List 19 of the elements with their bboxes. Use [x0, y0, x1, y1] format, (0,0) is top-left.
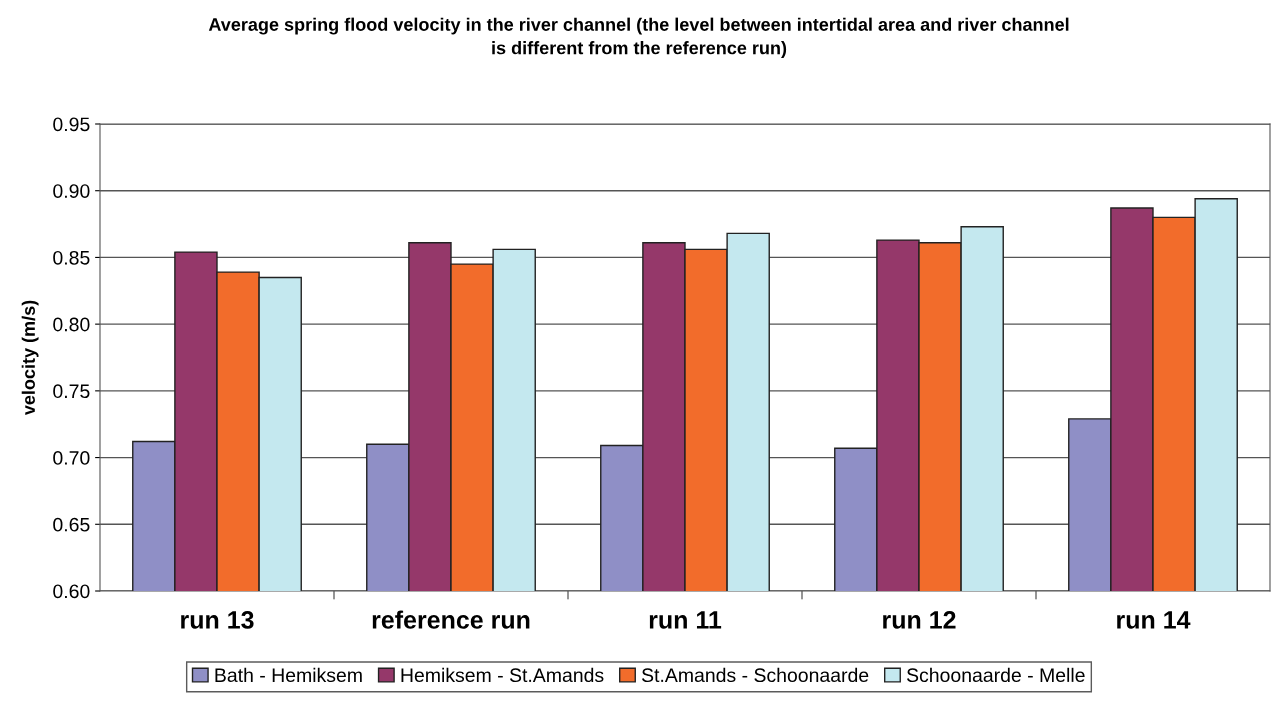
x-tick-label: run 13	[181, 611, 254, 629]
legend-label: Hemiksem - St.Amands	[401, 667, 604, 683]
x-tick-label: reference run	[372, 610, 530, 629]
y-tick-label: 0.75	[53, 384, 90, 399]
x-tick-label: run 11	[649, 611, 722, 629]
legend-label: Bath - Hemiksem	[215, 667, 362, 683]
y-tick-label: 0.80	[53, 317, 90, 332]
y-tick-label: 0.65	[53, 517, 90, 532]
y-tick-label: 0.60	[53, 584, 90, 599]
y-tick-label: 0.85	[53, 250, 90, 265]
chart-title: Average spring flood velocity in the river channel (the level between intertidal area and river channel is different from the reference run)	[208, 17, 1069, 58]
y-axis-title: velocity (m/s)	[21, 300, 39, 416]
y-tick-label: 0.70	[53, 451, 90, 465]
x-tick-label: run 14	[1117, 611, 1191, 629]
x-tick-label: run 12	[883, 611, 956, 629]
legend-label: St.Amands - Schoonaarde	[641, 667, 869, 683]
legend-label: Schoonaarde - Melle	[906, 667, 1085, 683]
y-tick-label: 0.95	[53, 117, 90, 132]
y-tick-label: 0.90	[53, 184, 90, 198]
